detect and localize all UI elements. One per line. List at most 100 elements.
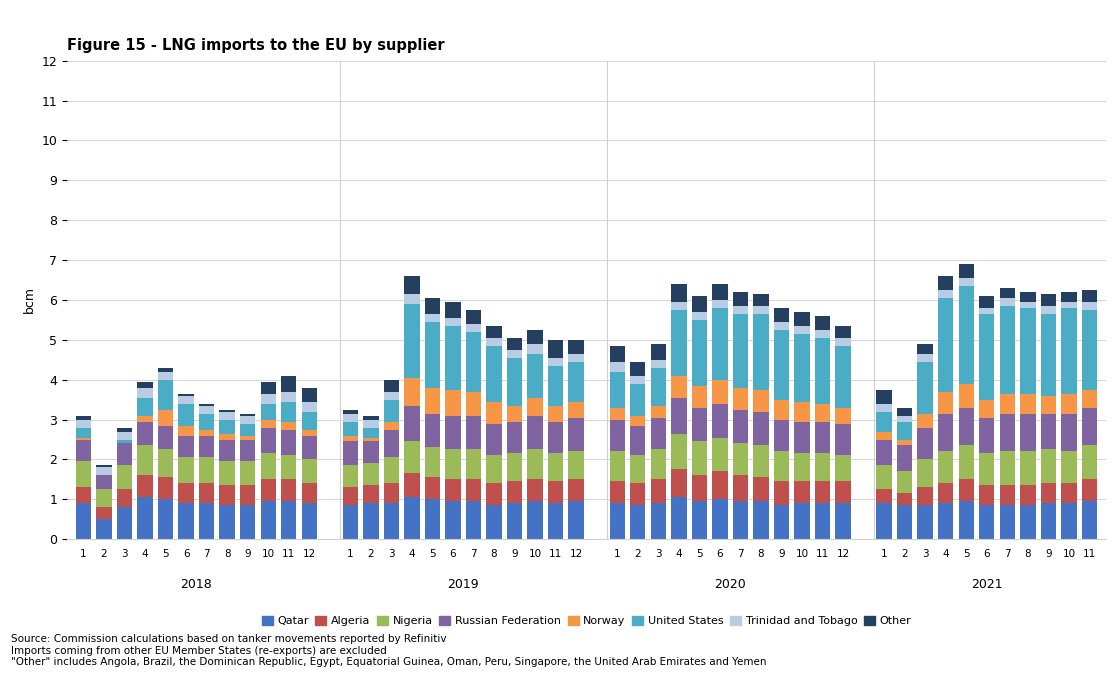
Bar xyxy=(117,508,132,539)
Bar xyxy=(179,435,193,458)
Bar xyxy=(671,398,687,433)
Bar xyxy=(404,441,420,473)
Bar xyxy=(260,427,276,454)
Bar xyxy=(733,306,748,314)
Bar xyxy=(424,448,440,477)
Bar xyxy=(404,406,420,441)
Bar xyxy=(1061,308,1077,394)
Bar xyxy=(630,425,646,456)
Bar xyxy=(671,433,687,469)
Bar xyxy=(938,392,954,414)
Bar xyxy=(610,372,624,408)
Bar xyxy=(507,406,523,421)
Bar xyxy=(713,437,727,471)
Bar xyxy=(753,501,768,539)
Bar xyxy=(774,506,789,539)
Bar xyxy=(713,284,727,300)
Bar xyxy=(486,506,502,539)
Bar xyxy=(137,497,153,539)
Bar xyxy=(650,503,666,539)
Bar xyxy=(117,427,132,431)
Bar xyxy=(137,421,153,446)
Bar xyxy=(1041,396,1056,414)
Bar xyxy=(424,499,440,539)
Bar xyxy=(917,414,933,427)
Bar xyxy=(199,483,214,503)
Bar xyxy=(76,419,92,427)
Bar xyxy=(404,294,420,304)
Bar xyxy=(302,412,317,429)
Bar xyxy=(240,416,256,423)
Bar xyxy=(569,362,584,402)
Bar xyxy=(814,330,830,338)
Text: 2018: 2018 xyxy=(181,578,212,591)
Bar xyxy=(917,460,933,487)
Bar xyxy=(733,410,748,443)
Bar xyxy=(1061,394,1077,414)
Bar xyxy=(137,475,153,497)
Bar xyxy=(938,503,954,539)
Bar xyxy=(363,419,379,427)
Bar xyxy=(548,358,563,366)
Bar xyxy=(713,499,727,539)
Bar xyxy=(1000,485,1015,506)
Bar xyxy=(446,479,460,501)
Bar xyxy=(466,416,481,450)
Bar xyxy=(179,483,193,503)
Bar xyxy=(281,456,296,479)
Bar xyxy=(691,320,707,386)
Bar xyxy=(137,388,153,398)
Bar xyxy=(938,298,954,392)
Bar xyxy=(917,354,933,362)
Bar xyxy=(281,421,296,429)
Bar xyxy=(260,454,276,479)
Bar xyxy=(446,390,460,416)
Bar xyxy=(96,467,112,475)
Bar xyxy=(446,302,460,318)
Bar xyxy=(774,308,789,322)
Bar xyxy=(384,392,399,400)
Bar xyxy=(363,427,379,437)
Bar xyxy=(424,477,440,499)
Bar xyxy=(1081,479,1097,501)
Bar xyxy=(753,477,768,501)
Bar xyxy=(713,308,727,379)
Bar xyxy=(980,485,994,506)
Bar xyxy=(774,481,789,506)
Bar xyxy=(343,441,359,466)
Bar xyxy=(446,501,460,539)
Bar xyxy=(117,439,132,443)
Bar xyxy=(466,479,481,501)
Bar xyxy=(958,278,974,286)
Bar xyxy=(1020,414,1035,452)
Text: 2020: 2020 xyxy=(714,578,746,591)
Bar xyxy=(548,340,563,358)
Bar xyxy=(446,326,460,390)
Bar xyxy=(486,346,502,402)
Bar xyxy=(96,508,112,519)
Text: 2021: 2021 xyxy=(971,578,1003,591)
Bar xyxy=(733,314,748,388)
Bar xyxy=(1041,306,1056,314)
Bar xyxy=(137,446,153,475)
Bar xyxy=(343,466,359,487)
Bar xyxy=(260,394,276,404)
Bar xyxy=(424,414,440,448)
Bar xyxy=(302,402,317,412)
Bar xyxy=(96,466,112,468)
Bar xyxy=(527,450,543,479)
Bar xyxy=(302,435,317,460)
Bar xyxy=(691,501,707,539)
Bar xyxy=(157,499,173,539)
Bar xyxy=(527,398,543,416)
Bar xyxy=(650,418,666,450)
Bar xyxy=(343,487,359,506)
Legend: Qatar, Algeria, Nigeria, Russian Federation, Norway, United States, Trinidad and: Qatar, Algeria, Nigeria, Russian Federat… xyxy=(257,612,916,631)
Bar xyxy=(260,419,276,427)
Bar xyxy=(650,368,666,406)
Bar xyxy=(650,406,666,418)
Bar xyxy=(548,406,563,421)
Bar xyxy=(240,506,256,539)
Bar xyxy=(938,290,954,298)
Bar xyxy=(836,346,851,408)
